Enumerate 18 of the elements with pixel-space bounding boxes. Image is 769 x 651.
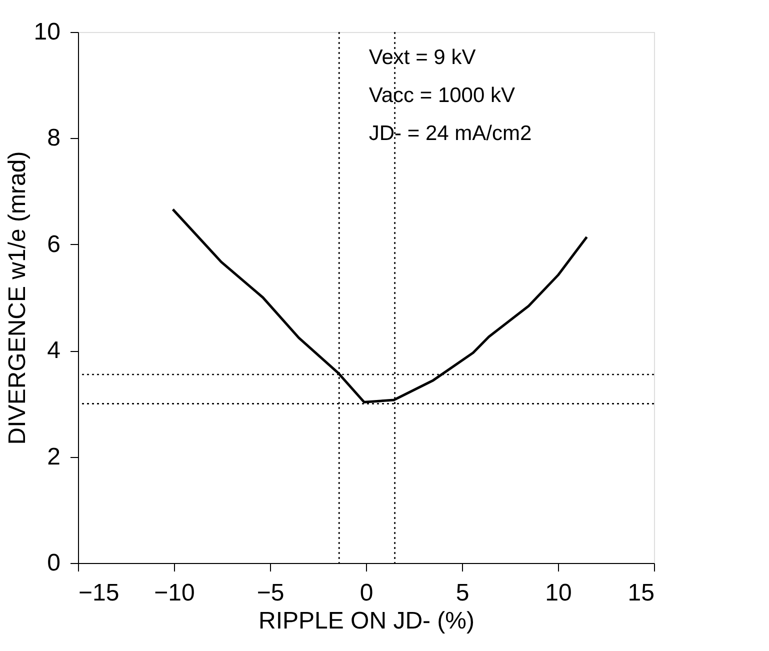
x-tick-label: 15: [628, 580, 654, 606]
x-tick-label: 0: [360, 580, 374, 606]
y-tick-label: 2: [47, 443, 60, 470]
x-tick-label: −5: [256, 580, 284, 606]
annotation: JD- = 24 mA/cm2: [368, 122, 532, 145]
annotation: Vacc = 1000 kV: [368, 84, 516, 107]
y-tick-label: 10: [34, 18, 60, 46]
x-tick-label: −15: [78, 580, 120, 606]
x-tick-label: 10: [545, 580, 572, 606]
y-axis-title: DIVERGENCE w1/e (mrad): [4, 151, 31, 445]
x-axis-title: RIPPLE ON JD- (%): [258, 608, 475, 634]
x-tick-label: 5: [456, 580, 470, 606]
y-tick-label: 8: [47, 124, 60, 152]
x-tick-label: −10: [154, 580, 195, 606]
y-tick-label: 6: [47, 230, 60, 258]
annotation: Vext = 9 kV: [368, 46, 476, 69]
y-tick-label: 4: [47, 337, 60, 364]
y-tick-label: 0: [47, 550, 60, 576]
